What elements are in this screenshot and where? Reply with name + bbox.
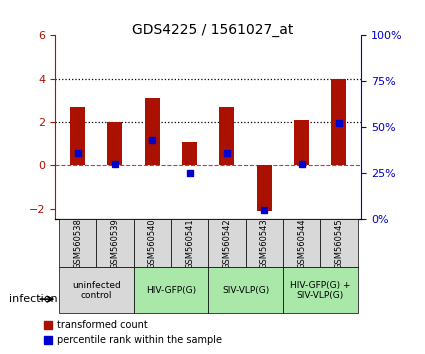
Text: GSM560541: GSM560541 [185,218,194,269]
Bar [208,267,283,313]
Text: HIV-GFP(G) +
SIV-VLP(G): HIV-GFP(G) + SIV-VLP(G) [290,281,351,300]
Bar [145,98,160,165]
Text: GSM560539: GSM560539 [110,218,119,269]
Text: uninfected
control: uninfected control [72,281,121,300]
Bar [283,219,320,267]
Bar [108,122,122,165]
Text: GDS4225 / 1561027_at: GDS4225 / 1561027_at [132,23,293,37]
Text: GSM560540: GSM560540 [148,218,157,269]
Text: GSM560542: GSM560542 [222,218,231,269]
Bar [70,107,85,165]
Bar [332,79,346,165]
Legend: transformed count, percentile rank within the sample: transformed count, percentile rank withi… [39,316,226,349]
Text: infection: infection [8,294,57,304]
Bar [246,219,283,267]
Bar [96,219,133,267]
Bar [257,165,272,211]
Text: SIV-VLP(G): SIV-VLP(G) [222,286,269,295]
Bar [182,142,197,165]
Bar [219,107,234,165]
Bar [171,219,208,267]
Bar [59,267,133,313]
Text: GSM560538: GSM560538 [73,218,82,269]
Bar [133,219,171,267]
Text: GSM560545: GSM560545 [334,218,343,269]
Text: GSM560544: GSM560544 [297,218,306,269]
Bar [208,219,246,267]
Text: GSM560543: GSM560543 [260,218,269,269]
Bar [320,219,357,267]
Bar [133,267,208,313]
Text: HIV-GFP(G): HIV-GFP(G) [146,286,196,295]
Bar [294,120,309,165]
Bar [283,267,357,313]
Bar [59,219,96,267]
